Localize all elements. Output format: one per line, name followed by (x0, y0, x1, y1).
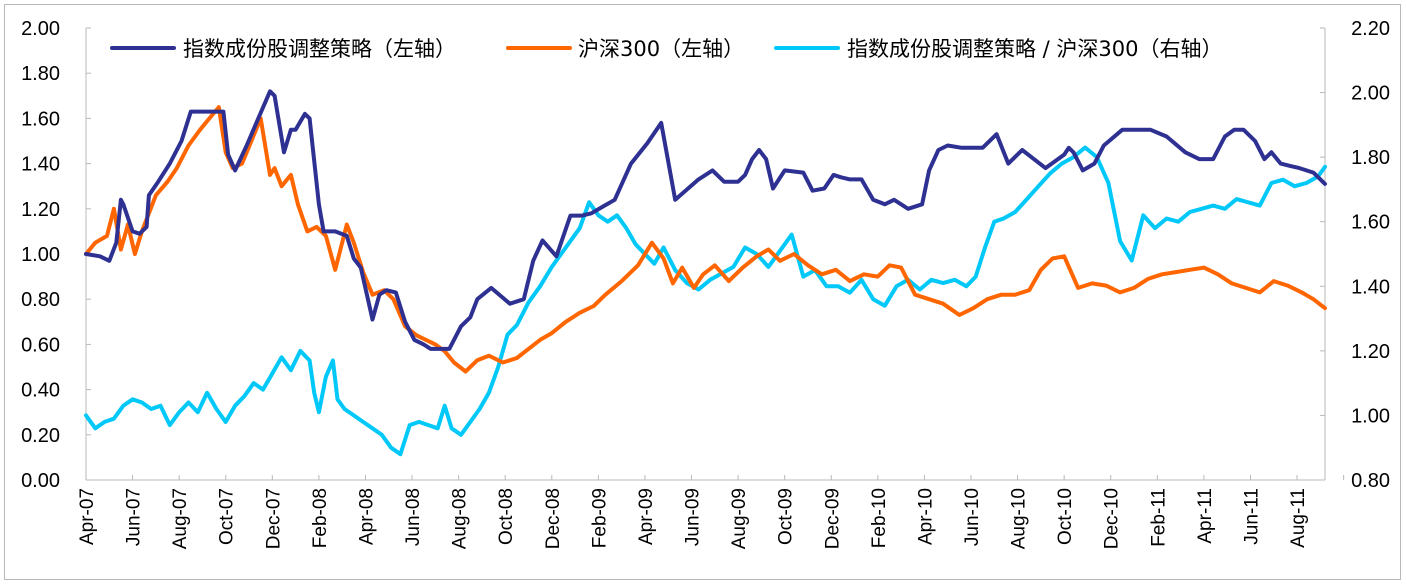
legend-label-0: 指数成份股调整策略（左轴） (183, 37, 456, 61)
x-tick-label: Aug-10 (1009, 488, 1030, 549)
y-left-tick-label: 1.20 (21, 199, 60, 221)
x-tick-label: Aug-09 (729, 488, 750, 549)
y-left-tick-label: 0.00 (21, 470, 60, 492)
series-line-1 (84, 105, 1327, 374)
x-tick-label: Dec-09 (822, 488, 843, 549)
y-left-tick-label: 2.00 (21, 18, 60, 40)
x-tick-label: Apr-10 (915, 488, 936, 545)
y-left-tick-label: 0.40 (21, 380, 60, 402)
y-right-tick-label: 1.00 (1351, 405, 1390, 427)
legend: 指数成份股调整策略（左轴） 沪深300（左轴） 指数成份股调整策略 / 沪深300（… (110, 37, 1223, 61)
x-tick-label: Apr-08 (356, 488, 377, 545)
x-tick-label: Dec-07 (263, 488, 284, 549)
x-tick-label: Dec-08 (543, 488, 564, 549)
x-tick-label: Feb-11 (1148, 488, 1169, 547)
x-tick-label: Jun-07 (124, 488, 145, 546)
x-tick-label: Apr-09 (636, 488, 657, 545)
y-right-tick-label: 1.40 (1351, 276, 1390, 298)
y-left-tick-label: 1.40 (21, 154, 60, 176)
x-tick-label: Jun-11 (1241, 488, 1262, 545)
x-tick-label: Oct-07 (217, 488, 238, 545)
legend-label-1: 沪深300（左轴） (578, 37, 744, 61)
y-right-tick-label: 1.60 (1351, 212, 1390, 234)
x-tick-label: Feb-10 (869, 488, 890, 548)
y-left-tick-label: 0.60 (21, 334, 60, 356)
x-tick-label: Dec-10 (1102, 488, 1123, 549)
x-tick-label: Jun-10 (962, 488, 983, 546)
x-tick-label: Feb-09 (589, 488, 610, 548)
legend-label-2: 指数成份股调整策略 / 沪深300（右轴） (847, 37, 1223, 61)
x-tick-label: Apr-11 (1195, 488, 1216, 544)
y-right-tick-label: 1.20 (1351, 341, 1390, 363)
x-tick-label: Oct-10 (1055, 488, 1076, 545)
y-left-tick-label: 1.80 (21, 63, 60, 85)
y-right-tick-label: 0.80 (1351, 470, 1390, 492)
series-line-2 (84, 145, 1327, 457)
y-left-tick-label: 1.60 (21, 108, 60, 130)
x-tick-label: Jun-08 (403, 488, 424, 546)
y-right-tick-label: 2.20 (1351, 18, 1390, 40)
x-tick-label: Aug-08 (450, 488, 471, 549)
x-tick-label: Feb-08 (310, 488, 331, 548)
x-tick-label: Oct-09 (776, 488, 797, 545)
chart-frame (4, 4, 1401, 580)
y-right-tick-label: 2.00 (1351, 83, 1390, 105)
series-line-0 (84, 89, 1327, 351)
x-tick-label: Jun-09 (683, 488, 704, 546)
y-right-tick-label: 1.80 (1351, 147, 1390, 169)
x-tick-label: Aug-11 (1288, 488, 1309, 548)
series-layer (84, 89, 1327, 457)
y-left-tick-label: 0.80 (21, 289, 60, 311)
axes: 0.00 0.20 0.40 0.60 0.80 1.00 1.20 1.40 1.60 1.80… (21, 18, 1390, 549)
y-left-tick-label: 0.20 (21, 425, 60, 447)
x-tick-label: Oct-08 (496, 488, 517, 545)
x-tick-label: Aug-07 (170, 488, 191, 549)
x-tick-label: Apr-07 (77, 488, 98, 545)
y-left-tick-label: 1.00 (21, 244, 60, 266)
